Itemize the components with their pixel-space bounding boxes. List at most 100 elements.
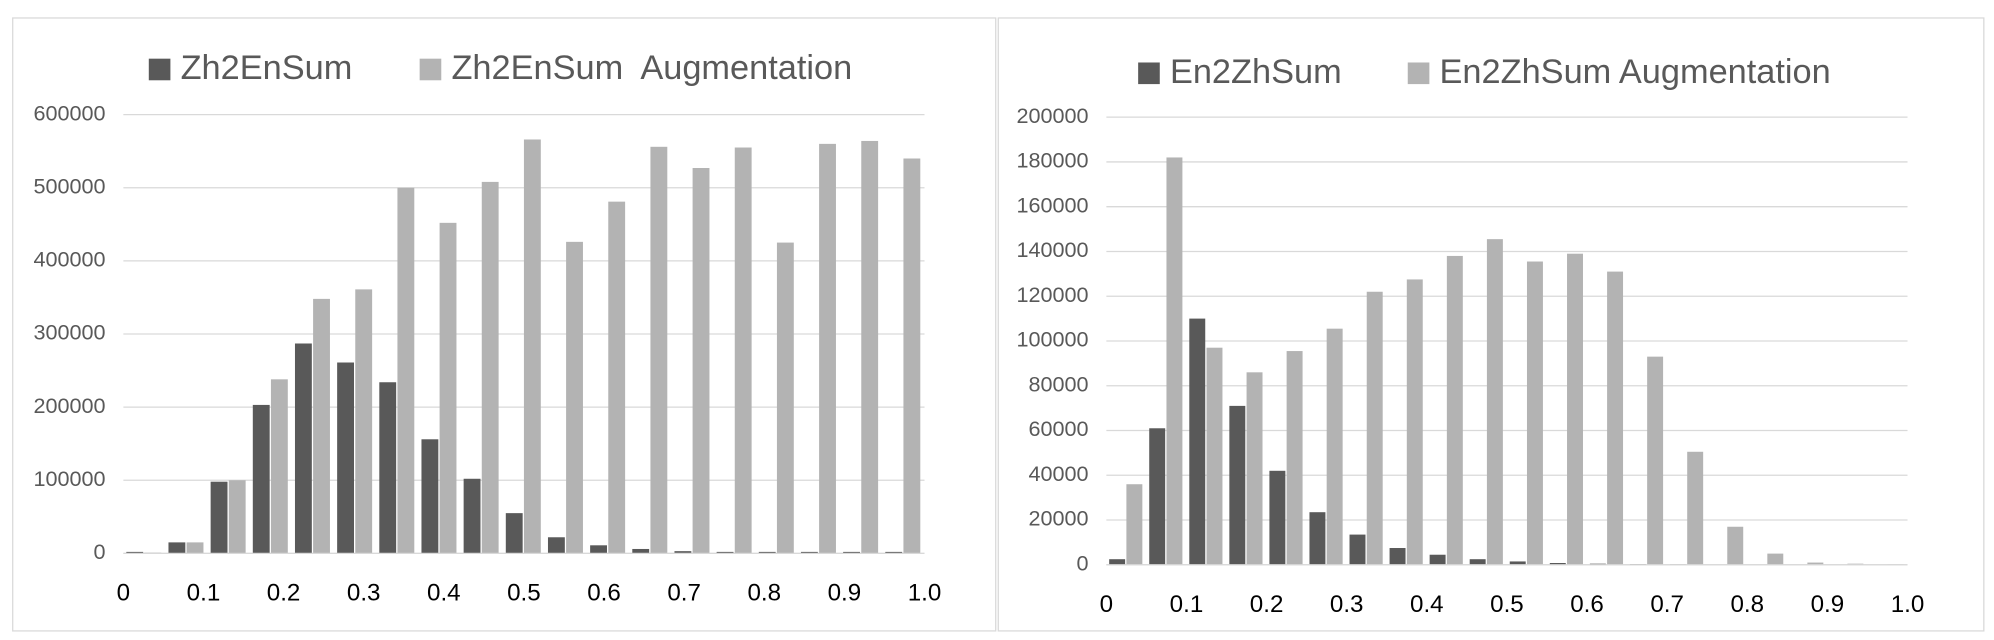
bar <box>1446 255 1463 565</box>
bar <box>1647 356 1664 565</box>
bar <box>1607 271 1624 565</box>
bar <box>590 545 607 554</box>
x-tick-label: 0.7 <box>667 579 701 606</box>
bar <box>1286 351 1303 565</box>
y-tick-label: 40000 <box>1028 461 1088 486</box>
bar <box>800 551 818 554</box>
bar <box>1206 347 1223 565</box>
x-tick-label: 0.9 <box>1811 591 1845 618</box>
bar <box>1326 328 1343 565</box>
legend-swatch <box>1407 62 1430 85</box>
bar <box>228 480 246 554</box>
bar <box>270 379 288 554</box>
bar <box>843 551 860 554</box>
x-tick-label: 0.2 <box>1250 591 1284 618</box>
bar <box>252 404 270 554</box>
bar <box>758 551 776 554</box>
y-tick-label: 120000 <box>1016 282 1088 307</box>
y-tick-label: 180000 <box>1016 148 1088 173</box>
bar <box>1229 405 1246 565</box>
bar <box>439 222 457 554</box>
legend-label: En2ZhSum <box>1170 53 1342 91</box>
bar <box>1509 561 1526 565</box>
y-tick-label: 80000 <box>1028 371 1088 396</box>
bar <box>186 542 204 554</box>
bar <box>819 143 836 554</box>
bar <box>608 201 626 554</box>
y-tick-label: 400000 <box>33 247 105 272</box>
bar <box>355 289 373 554</box>
bar <box>481 181 499 554</box>
bar <box>463 478 481 554</box>
bar <box>168 542 186 554</box>
bar <box>1166 157 1183 565</box>
bar <box>210 481 228 554</box>
bar <box>1389 548 1406 565</box>
bar <box>1687 451 1704 565</box>
bar <box>1189 318 1206 565</box>
x-tick-label: 0.5 <box>1490 591 1524 618</box>
x-tick-label: 1.0 <box>1891 591 1925 618</box>
bar <box>1807 562 1824 565</box>
x-tick-label: 0.8 <box>1730 591 1764 618</box>
y-tick-label: 200000 <box>1016 103 1088 128</box>
x-tick-label: 0 <box>117 579 130 606</box>
bar <box>650 146 668 554</box>
y-tick-label: 300000 <box>33 320 105 345</box>
y-tick-label: 500000 <box>33 173 105 198</box>
legend-label: Zh2EnSum <box>181 49 353 87</box>
bar <box>1567 253 1583 565</box>
bar <box>1109 559 1126 565</box>
x-tick-label: 0.5 <box>507 579 541 606</box>
x-tick-label: 0.4 <box>427 579 461 606</box>
bar <box>294 343 312 554</box>
bar <box>1349 534 1366 565</box>
bar <box>1486 239 1503 565</box>
x-tick-label: 0.6 <box>587 579 621 606</box>
y-tick-label: 60000 <box>1028 416 1088 441</box>
bar <box>861 140 879 554</box>
x-tick-label: 0.1 <box>1170 591 1204 618</box>
x-tick-label: 1.0 <box>908 579 942 606</box>
bar <box>1526 261 1543 565</box>
bar <box>523 139 541 554</box>
bar <box>1727 526 1744 565</box>
x-tick-label: 0.4 <box>1410 591 1444 618</box>
x-tick-label: 0.7 <box>1650 591 1684 618</box>
x-tick-label: 0.6 <box>1570 591 1604 618</box>
bar <box>632 548 650 554</box>
bar <box>1246 372 1263 565</box>
x-tick-label: 0 <box>1100 591 1113 618</box>
bar <box>716 551 734 554</box>
y-tick-label: 0 <box>94 539 106 564</box>
y-tick-label: 140000 <box>1016 237 1088 262</box>
x-tick-label: 0.9 <box>828 579 862 606</box>
bar <box>379 382 397 554</box>
x-tick-label: 0.2 <box>267 579 301 606</box>
legend-label: Zh2EnSum Augmentation <box>451 49 852 87</box>
bar <box>397 187 415 554</box>
y-tick-label: 0 <box>1077 551 1089 576</box>
x-tick-label: 0.8 <box>747 579 781 606</box>
bar <box>1469 559 1486 565</box>
legend-swatch <box>148 58 171 81</box>
legend-swatch <box>1138 62 1160 85</box>
bar <box>1366 291 1383 565</box>
bar <box>1429 554 1446 565</box>
bar <box>903 158 921 554</box>
y-tick-label: 100000 <box>1016 327 1088 352</box>
bar <box>313 298 330 554</box>
bar <box>566 241 583 554</box>
bar <box>421 439 439 554</box>
x-tick-label: 0.3 <box>1330 591 1364 618</box>
bar <box>547 537 565 554</box>
legend-label: En2ZhSum Augmentation <box>1440 53 1831 91</box>
bar <box>126 551 144 554</box>
legend-swatch <box>419 58 442 81</box>
y-tick-label: 20000 <box>1028 506 1088 531</box>
bar <box>734 147 752 554</box>
y-tick-label: 160000 <box>1016 192 1088 217</box>
y-tick-label: 100000 <box>33 466 105 491</box>
